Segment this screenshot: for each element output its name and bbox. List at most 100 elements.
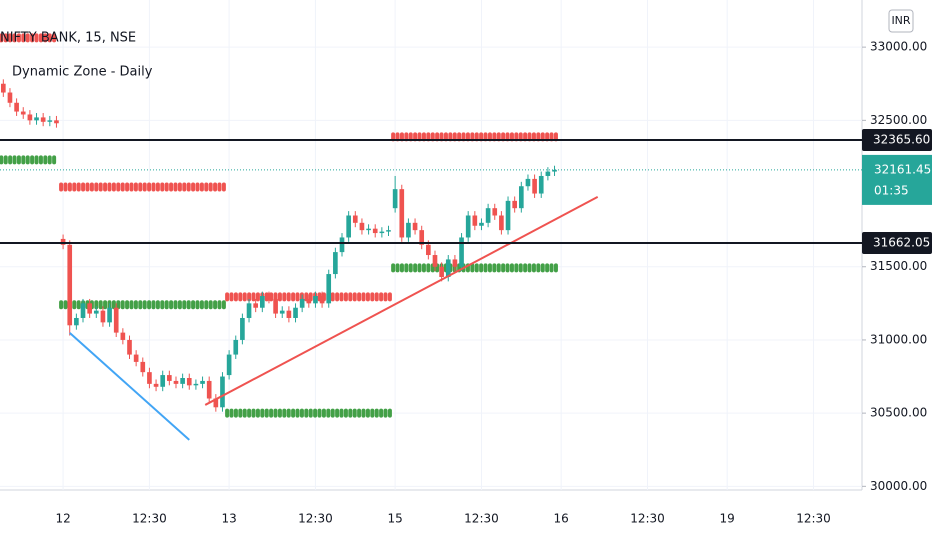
- zone-dot: [38, 33, 43, 43]
- zone-dot: [251, 292, 256, 302]
- zone-dot: [25, 155, 30, 165]
- candle-body: [518, 186, 524, 209]
- zone-dot: [260, 408, 265, 418]
- x-tick-label: 12:30: [796, 512, 831, 526]
- zone-dot: [413, 263, 418, 273]
- candle-body: [293, 307, 298, 318]
- zone-dot: [255, 292, 260, 302]
- zone-dot: [233, 408, 238, 418]
- candle-body: [525, 178, 531, 187]
- candle-body: [538, 175, 544, 194]
- candle-body: [273, 298, 278, 314]
- zone-dot: [151, 182, 156, 192]
- zone-dot: [208, 300, 213, 310]
- zone-dot: [361, 408, 366, 418]
- candle-body: [226, 354, 232, 376]
- zone-dot: [116, 182, 121, 192]
- zone-dot: [255, 408, 260, 418]
- zone-dot: [3, 33, 8, 43]
- zone-dot: [52, 155, 57, 165]
- zone-dot: [72, 300, 77, 310]
- level-label-box: [862, 232, 932, 255]
- zone-dot: [151, 300, 156, 310]
- candle-body: [180, 378, 185, 384]
- candle-body: [426, 244, 431, 256]
- zone-dot: [299, 408, 304, 418]
- candle-body: [352, 215, 358, 223]
- zone-dot: [182, 182, 187, 192]
- zone-dot: [89, 182, 94, 192]
- zone-dot: [357, 292, 362, 302]
- candle-body: [505, 200, 511, 231]
- candle-body: [133, 354, 139, 362]
- zone-dot: [47, 155, 52, 165]
- zone-dot: [147, 182, 152, 192]
- zone-dot: [16, 33, 21, 43]
- level-label: 32365.60: [873, 133, 930, 147]
- zone-dot: [155, 182, 160, 192]
- candle-body: [372, 228, 378, 234]
- candle-body: [419, 230, 425, 245]
- zone-dot: [549, 263, 554, 273]
- candle-body: [27, 114, 33, 121]
- zone-dot: [352, 292, 357, 302]
- zone-dot: [348, 408, 353, 418]
- currency-label[interactable]: INR: [891, 14, 910, 27]
- zone-dot: [155, 300, 160, 310]
- zone-dot: [251, 408, 256, 418]
- zone-dot: [509, 263, 514, 273]
- axes: 12 12:30 13 12:30 15 12:30 16 12:30 19 12:30 30000…: [55, 40, 932, 526]
- zone-dot: [72, 182, 77, 192]
- zone-dot: [21, 33, 26, 43]
- zone-dot: [387, 408, 392, 418]
- candle-body: [406, 222, 411, 238]
- zone-dot: [120, 300, 125, 310]
- zone-dot: [343, 292, 348, 302]
- candle-body: [0, 83, 6, 93]
- zone-dot: [383, 292, 388, 302]
- currency-button[interactable]: [888, 9, 914, 33]
- zone-dot: [8, 33, 13, 43]
- candle-body: [552, 169, 557, 172]
- zone-dot: [408, 263, 413, 273]
- zone-dot: [321, 408, 326, 418]
- zone-dot: [138, 182, 143, 192]
- zone-dot: [16, 155, 21, 165]
- zone-dot: [25, 33, 30, 43]
- zone-dot: [387, 292, 392, 302]
- zone-dot: [76, 300, 81, 310]
- zone-dot: [63, 300, 68, 310]
- zone-dot: [204, 300, 209, 310]
- candle-body: [93, 310, 99, 314]
- y-tick-label: 30500.00: [870, 406, 927, 420]
- candle-body: [359, 222, 365, 231]
- zone-dot: [370, 292, 375, 302]
- zone-dot: [98, 300, 103, 310]
- zone-dot: [147, 300, 152, 310]
- zone-dot: [269, 408, 274, 418]
- zone-dot: [282, 292, 287, 302]
- candle-body: [206, 380, 212, 399]
- zone-dot: [59, 182, 64, 192]
- x-tick-label: 12:30: [464, 512, 499, 526]
- zone-dot: [545, 263, 550, 273]
- zone-dot: [225, 408, 230, 418]
- zone-dot: [94, 300, 99, 310]
- zone-dot: [379, 408, 384, 418]
- candle-body: [153, 383, 159, 387]
- candle-body: [313, 296, 318, 304]
- zone-dot: [505, 263, 510, 273]
- zone-dot: [177, 300, 182, 310]
- candle-body: [386, 230, 391, 232]
- candle-body: [465, 215, 471, 238]
- zone-dot: [116, 300, 121, 310]
- zone-dot: [404, 263, 409, 273]
- zone-dot: [391, 263, 396, 273]
- candle-body: [379, 231, 385, 234]
- candle-body: [127, 339, 132, 355]
- zone-dot: [208, 182, 213, 192]
- candle-body: [299, 298, 305, 308]
- zone-dot: [12, 155, 17, 165]
